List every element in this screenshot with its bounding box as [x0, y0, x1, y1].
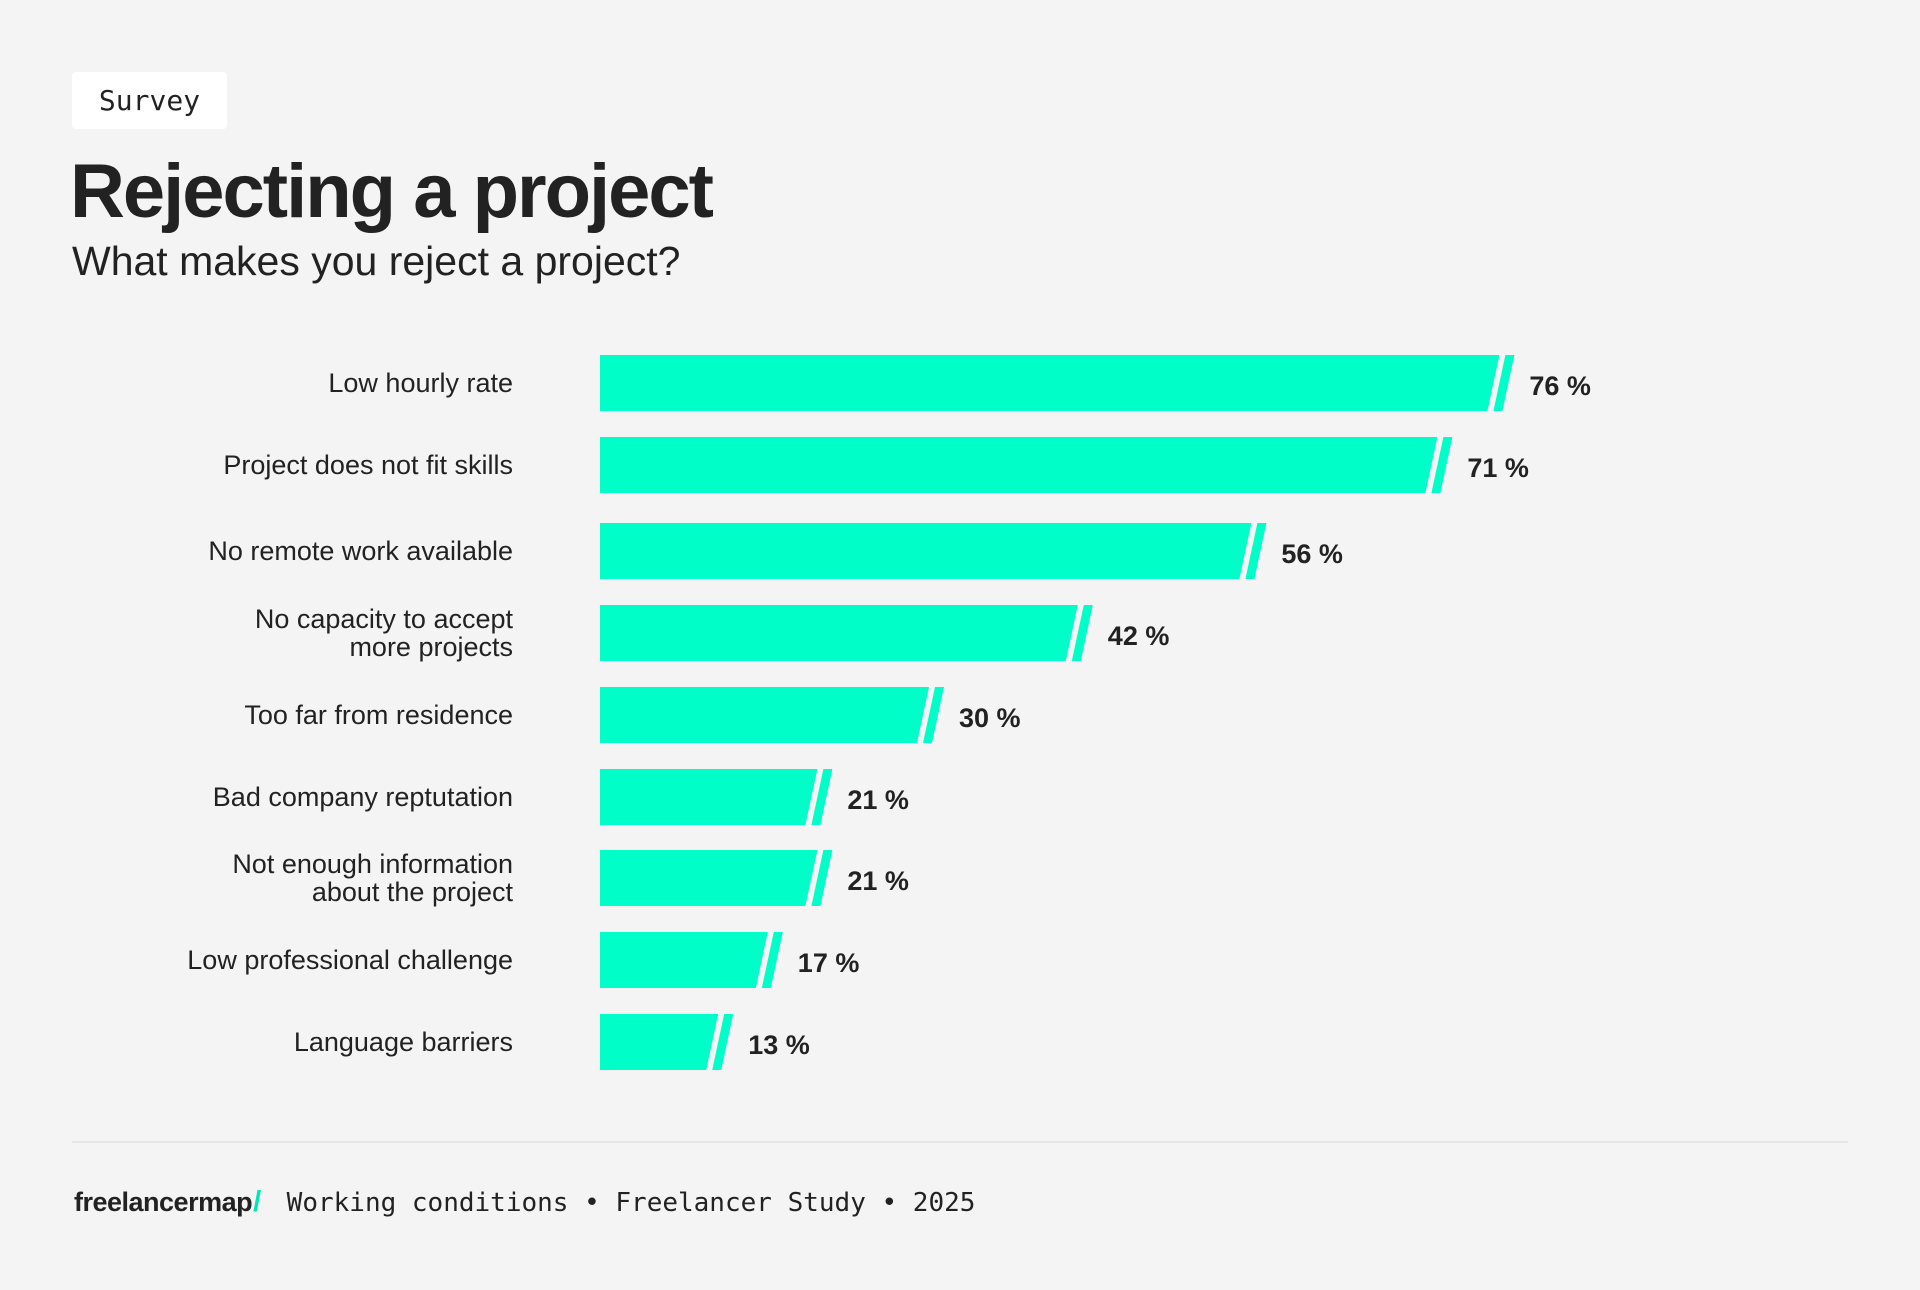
bar	[600, 523, 1252, 579]
bar	[600, 932, 768, 988]
category-label: No remote work available	[208, 536, 513, 566]
bar-end-stripe	[1431, 437, 1453, 493]
page-subtitle: What makes you reject a project?	[72, 238, 681, 284]
category-label: No capacity to accept more projects	[255, 604, 514, 662]
bar-end-stripe	[712, 1014, 734, 1070]
bar	[600, 769, 818, 825]
value-label: 76 %	[1529, 371, 1591, 401]
value-label: 56 %	[1281, 539, 1343, 569]
bar-end-stripe	[923, 687, 944, 743]
category-label: Language barriers	[294, 1027, 513, 1057]
bar	[600, 355, 1500, 411]
value-label: 21 %	[847, 866, 909, 896]
logo-slash-mark: /	[253, 1186, 261, 1218]
bar	[600, 850, 818, 906]
category-label: Bad company reptutation	[213, 782, 513, 812]
value-label: 42 %	[1108, 621, 1170, 651]
value-label: 71 %	[1467, 453, 1529, 483]
bar-end-stripe	[1493, 355, 1515, 411]
footer-divider	[72, 1141, 1848, 1143]
bar-chart: 76 % Low hourly rate 71 % Project does not …	[187, 355, 1591, 1070]
logo-text: freelancermap	[74, 1187, 253, 1217]
bar	[600, 687, 929, 743]
category-label: Too far from residence	[244, 700, 513, 730]
footer-caption: Working conditions • Freelancer Study • …	[286, 1187, 976, 1218]
footer: freelancermap/ Working conditions • Free…	[74, 1186, 975, 1219]
category-label: Low professional challenge	[187, 945, 513, 975]
category-label: Low hourly rate	[328, 368, 513, 398]
value-label: 17 %	[798, 948, 860, 978]
bar	[600, 437, 1438, 493]
value-label: 30 %	[959, 703, 1021, 733]
bar-end-stripe	[811, 850, 833, 906]
freelancermap-logo: freelancermap/	[74, 1186, 261, 1219]
bar-end-stripe	[761, 932, 783, 988]
bar-end-stripe	[811, 769, 833, 825]
bar	[600, 605, 1078, 661]
page-title: Rejecting a project	[70, 149, 714, 234]
bar-end-stripe	[1245, 523, 1267, 579]
value-label: 21 %	[847, 785, 909, 815]
survey-badge: Survey	[72, 72, 227, 129]
bar-end-stripe	[1071, 605, 1093, 661]
category-label: Not enough information about the project	[232, 849, 513, 907]
category-label: Project does not fit skills	[223, 450, 513, 480]
value-label: 13 %	[748, 1030, 810, 1060]
bar	[600, 1014, 719, 1070]
